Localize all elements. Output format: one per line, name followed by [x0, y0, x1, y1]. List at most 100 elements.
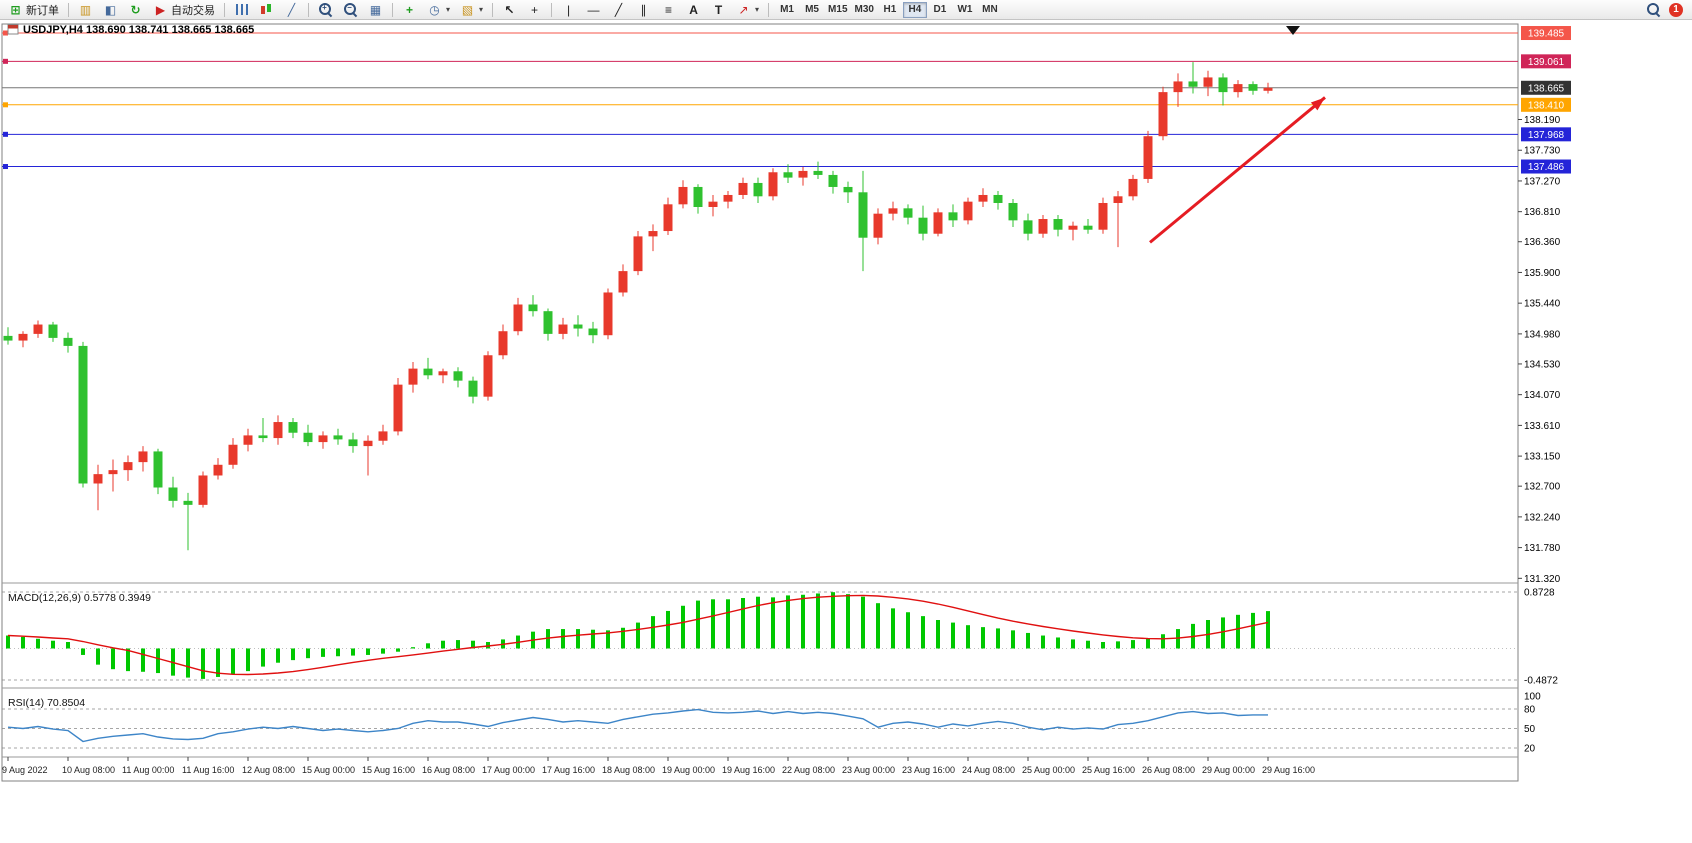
fibonacci-icon: ≡	[665, 2, 673, 17]
timeframe-w1-button[interactable]: W1	[953, 2, 977, 18]
toolbar-separator	[308, 2, 309, 17]
zoom-out-button[interactable]: −	[339, 1, 362, 19]
hline-handle[interactable]	[3, 30, 8, 36]
svg-text:132.700: 132.700	[1524, 482, 1561, 493]
periods-button[interactable]: ◷ ▾	[423, 1, 454, 19]
svg-text:100: 100	[1524, 692, 1541, 703]
svg-text:29 Aug 00:00: 29 Aug 00:00	[1202, 765, 1255, 775]
svg-text:138.410: 138.410	[1528, 100, 1565, 111]
price-label-box	[1521, 26, 1571, 41]
svg-text:134.070: 134.070	[1524, 390, 1561, 401]
svg-text:133.150: 133.150	[1524, 452, 1561, 463]
line-chart-button[interactable]: ╱	[280, 1, 303, 19]
trend-arrow[interactable]	[1149, 96, 1326, 244]
svg-text:29 Aug 16:00: 29 Aug 16:00	[1262, 765, 1315, 775]
toolbar-separator	[224, 2, 225, 17]
svg-text:25 Aug 16:00: 25 Aug 16:00	[1082, 765, 1135, 775]
fibonacci-button[interactable]: ≡	[657, 1, 680, 19]
svg-text:80: 80	[1524, 705, 1536, 716]
bar-chart-button[interactable]	[230, 1, 253, 19]
toolbar: ⊞ 新订单 ▥ ◧ ↻ ▶ 自动交易 ╱ + − ▦ + ◷ ▾ ▧ ▾	[0, 0, 1692, 20]
svg-text:19 Aug 00:00: 19 Aug 00:00	[662, 765, 715, 775]
horizontal-line-icon: —	[587, 2, 600, 17]
timeframe-h4-button[interactable]: H4	[902, 1, 927, 18]
tile-windows-button[interactable]: ▦	[364, 1, 387, 19]
cursor-button[interactable]: ↖	[498, 1, 521, 19]
timeframe-group: M1 M5 M15 M30 H1 H4 D1 W1 MN	[775, 1, 1002, 18]
trendline-icon: ╱	[614, 2, 623, 17]
arrows-tool-button[interactable]: ↗ ▾	[732, 1, 763, 19]
svg-text:22 Aug 08:00: 22 Aug 08:00	[782, 765, 835, 775]
chart-canvas[interactable]: USDJPY,H4 138.690 138.741 138.665 138.66…	[0, 20, 1692, 843]
svg-text:12 Aug 08:00: 12 Aug 08:00	[242, 765, 295, 775]
refresh-icon: ↻	[130, 2, 141, 17]
price-axis[interactable]: 138.190 137.730 137.270 136.810 136.360 135.9…	[1518, 26, 1571, 585]
svg-text:15 Aug 00:00: 15 Aug 00:00	[302, 765, 355, 775]
svg-text:133.610: 133.610	[1524, 421, 1561, 432]
candlestick-chart-button[interactable]	[255, 1, 278, 19]
channel-button[interactable]: ∥	[632, 1, 655, 19]
svg-text:135.440: 135.440	[1524, 299, 1561, 310]
hline-handle[interactable]	[3, 164, 8, 170]
svg-text:138.190: 138.190	[1524, 115, 1561, 126]
search-icon[interactable]	[1646, 2, 1661, 17]
hline-handle[interactable]	[3, 58, 8, 64]
time-axis[interactable]: 9 Aug 2022 10 Aug 08:00 11 Aug 00:00 11 Aug…	[2, 757, 1315, 775]
arrows-tool-icon: ↗	[738, 2, 749, 17]
svg-text:17 Aug 00:00: 17 Aug 00:00	[482, 765, 535, 775]
text-tool-icon: A	[689, 2, 698, 17]
trendline-button[interactable]: ╱	[607, 1, 630, 19]
timeframe-d1-button[interactable]: D1	[928, 2, 952, 18]
refresh-button[interactable]: ↻	[124, 1, 147, 19]
toolbar-separator	[68, 2, 69, 17]
text-tool-button[interactable]: A	[682, 1, 705, 19]
timeframe-m5-button[interactable]: M5	[800, 2, 824, 18]
cursor-icon: ↖	[504, 2, 515, 17]
scroll-to-end-marker[interactable]	[1286, 26, 1300, 35]
chart-title: USDJPY,H4 138.690 138.741 138.665 138.66…	[7, 24, 254, 36]
chevron-down-icon: ▾	[479, 5, 484, 14]
indicators-button[interactable]: +	[398, 1, 421, 19]
price-label-box	[1521, 97, 1571, 112]
hline-handle[interactable]	[3, 102, 8, 108]
notification-badge[interactable]: 1	[1669, 2, 1683, 17]
zoom-out-icon: −	[343, 2, 358, 17]
svg-text:10 Aug 08:00: 10 Aug 08:00	[62, 765, 115, 775]
svg-text:135.900: 135.900	[1524, 268, 1561, 279]
crosshair-button[interactable]: +	[523, 1, 546, 19]
price-label-box	[1521, 80, 1571, 95]
chart-window[interactable]: USDJPY,H4 138.690 138.741 138.665 138.66…	[0, 20, 1692, 843]
toolbar-separator	[551, 2, 553, 17]
templates-button[interactable]: ▧ ▾	[456, 1, 487, 19]
symbol-ohlc-title: USDJPY,H4 138.690 138.741 138.665 138.66…	[23, 24, 254, 36]
hline-handle[interactable]	[3, 131, 8, 137]
svg-text:137.270: 137.270	[1524, 176, 1561, 187]
autotrading-button[interactable]: ▶ 自动交易	[149, 1, 219, 19]
toolbar-separator	[768, 2, 770, 17]
label-tool-button[interactable]: T	[707, 1, 730, 19]
timeframe-h1-button[interactable]: H1	[878, 2, 902, 18]
zoom-in-button[interactable]: +	[314, 1, 337, 19]
chart-profile-button[interactable]: ▥	[74, 1, 97, 19]
horizontal-line-button[interactable]: —	[582, 1, 605, 19]
timeframe-m30-button[interactable]: M30	[852, 2, 877, 18]
vertical-line-button[interactable]: |	[557, 1, 580, 19]
new-order-button[interactable]: ⊞ 新订单	[4, 1, 63, 19]
new-order-label: 新订单	[26, 4, 59, 17]
vertical-line-icon: |	[566, 2, 571, 17]
timeframe-m1-button[interactable]: M1	[775, 2, 799, 18]
zoom-in-icon: +	[318, 2, 333, 17]
timeframe-mn-button[interactable]: MN	[978, 2, 1002, 18]
svg-text:131.780: 131.780	[1524, 543, 1561, 554]
crosshair-icon: +	[531, 2, 539, 17]
chevron-down-icon: ▾	[755, 5, 760, 14]
candlestick-icon	[260, 3, 273, 16]
timeframe-m15-button[interactable]: M15	[825, 2, 850, 18]
community-button[interactable]: ◧	[99, 1, 122, 19]
toolbar-separator	[392, 2, 393, 17]
svg-text:-0.4872: -0.4872	[1524, 676, 1558, 687]
svg-text:0.8728: 0.8728	[1524, 588, 1555, 599]
svg-text:132.240: 132.240	[1524, 512, 1561, 523]
autotrading-label: 自动交易	[171, 4, 215, 17]
rsi-line	[7, 708, 1268, 743]
